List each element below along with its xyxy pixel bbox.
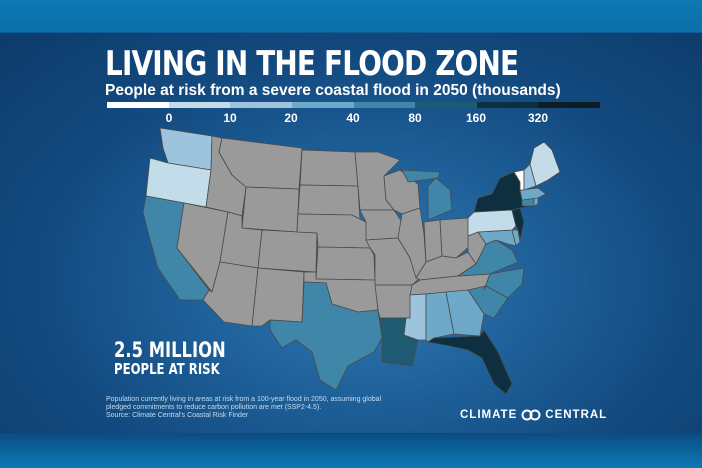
stat-label: PEOPLE AT RISK [114, 360, 220, 378]
scale-swatch-2 [230, 102, 292, 108]
state-ri [533, 197, 539, 207]
state-fl [427, 329, 513, 395]
state-nm [251, 267, 305, 327]
page-title: LIVING IN THE FLOOD ZONE [105, 44, 519, 84]
footnote-source: Source: Climate Central's Coastal Risk F… [106, 412, 249, 420]
scale-swatch-6 [476, 102, 539, 108]
footnote-line-1: Population currently living in areas at … [106, 396, 382, 403]
state-ga [445, 289, 485, 337]
scale-tick-0: 0 [165, 111, 173, 125]
scale-tick-10: 10 [223, 111, 237, 125]
state-sc [467, 285, 509, 319]
scale-swatch-5 [415, 102, 477, 108]
state-me [529, 141, 561, 187]
stat-value: 2.5 MILLION [114, 338, 226, 362]
state-in [423, 219, 443, 263]
scale-tick-160: 160 [465, 111, 487, 125]
state-mi [401, 169, 453, 221]
subtitle: People at risk from a severe coastal flo… [105, 82, 561, 99]
scale-swatch-7 [538, 102, 600, 108]
brand-right: CENTRAL [545, 409, 608, 421]
state-tx [269, 281, 383, 391]
state-de [511, 229, 521, 247]
state-nd [299, 149, 359, 187]
state-co [257, 229, 318, 273]
climate-central-logo: CLIMATE CENTRAL [460, 409, 607, 421]
scale-swatch-3 [291, 102, 354, 108]
scale-swatch-0 [107, 102, 169, 108]
scale-swatch-4 [353, 102, 416, 108]
scale-tick-80: 80 [408, 111, 422, 125]
footnote: Population currently living in areas at … [106, 396, 436, 421]
state-oh [439, 217, 471, 259]
state-vt [513, 169, 525, 191]
state-ia [359, 209, 403, 241]
state-wy [241, 186, 300, 233]
scale-tick-320: 320 [527, 111, 549, 125]
brand-left: CLIMATE [460, 409, 518, 421]
color-scale-bar [107, 102, 600, 108]
scale-tick-40: 40 [346, 111, 360, 125]
state-ma [519, 187, 547, 201]
linked-rings-icon [521, 409, 541, 421]
state-ar [374, 284, 413, 319]
footnote-line-2: pledged commitments to reduce carbon pol… [106, 404, 322, 412]
scale-tick-20: 20 [284, 111, 298, 125]
state-ks [315, 246, 376, 281]
scale-swatch-1 [168, 102, 231, 108]
